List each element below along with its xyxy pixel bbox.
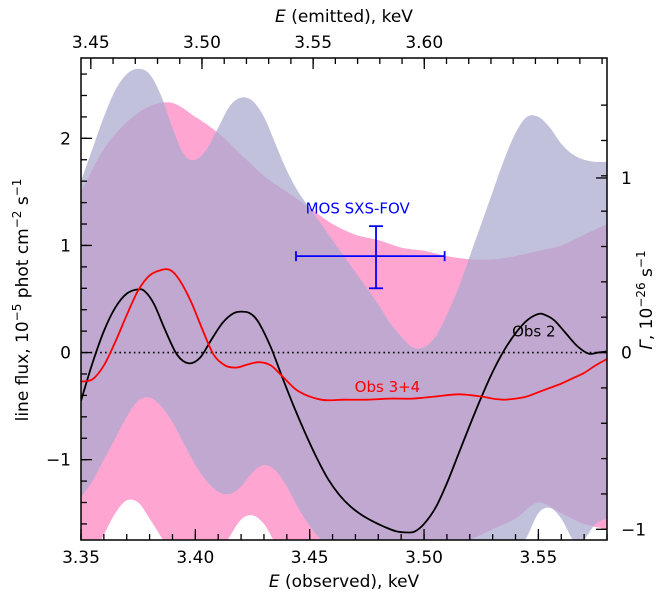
x-tick-label: 3.50 — [405, 548, 443, 568]
band-gap-2 — [227, 515, 274, 540]
x-tick-label: 3.45 — [291, 548, 329, 568]
y-axis-title-right: Γ, 10−26 s−1 — [634, 250, 657, 349]
annotation-obs-3-4: Obs 3+4 — [355, 378, 421, 396]
confidence-band-2 — [81, 68, 607, 540]
plot-frame — [80, 57, 608, 541]
series-line-obs-2 — [81, 288, 607, 534]
band-gap-1 — [101, 499, 163, 540]
x-top-tick-label: 3.45 — [72, 33, 110, 53]
y-right-tick-label: 1 — [621, 169, 632, 189]
axis-ticks — [80, 58, 608, 540]
confidence-bands — [81, 68, 607, 540]
x-axis-title-bottom: E (observed), keV — [269, 572, 420, 592]
y-tick-label: 0 — [60, 344, 71, 364]
error-bar-mos-sxs-fov — [295, 225, 446, 290]
y-tick-label: 1 — [60, 236, 71, 256]
y-tick-label: −1 — [46, 451, 71, 471]
x-top-tick-label: 3.55 — [294, 33, 332, 53]
annotation-mos-sxs-fov: MOS SXS-FOV — [306, 199, 411, 217]
y-right-tick-label: −1 — [621, 520, 646, 540]
x-tick-label: 3.55 — [519, 548, 557, 568]
x-axis-title-top: E (emitted), keV — [275, 7, 413, 27]
series-line-obs-3-4 — [81, 268, 607, 402]
band-gap-3 — [525, 507, 573, 540]
y-axis-title-left: line flux, 10−5 phot cm−2 s−1 — [10, 179, 33, 422]
annotation-obs-2: Obs 2 — [512, 322, 555, 340]
x-tick-label: 3.35 — [62, 548, 100, 568]
x-tick-label: 3.40 — [176, 548, 214, 568]
series-lines — [81, 268, 607, 534]
annotations: Obs 2 Obs 3+4 MOS SXS-FOV — [306, 199, 556, 396]
x-top-tick-label: 3.60 — [405, 33, 443, 53]
y-tick-label: 2 — [60, 129, 71, 149]
y-right-tick-label: 0 — [621, 344, 632, 364]
axis-tick-labels: 3.35 3.40 3.45 3.50 3.55 3.45 3.50 3.55 3.60 −1 0 1… — [46, 33, 646, 568]
x-top-tick-label: 3.50 — [183, 33, 221, 53]
